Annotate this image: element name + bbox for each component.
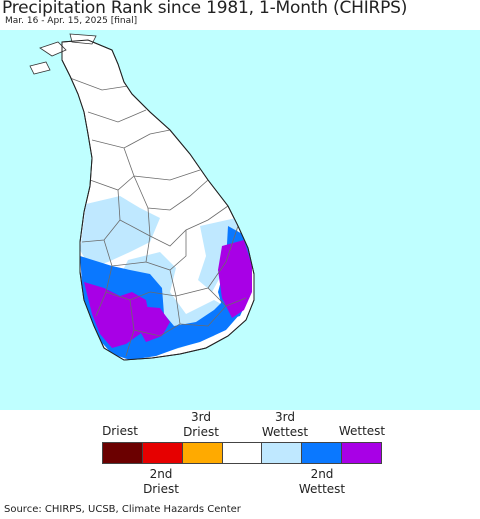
source-credit: Source: CHIRPS, UCSB, Climate Hazards Ce… xyxy=(4,504,241,515)
legend-swatch-wettest xyxy=(342,443,382,463)
rank-third-wettest-west xyxy=(80,196,160,268)
legend-label-2nd-wettest: 2nd Wettest xyxy=(298,467,346,496)
header: Precipitation Rank since 1981, 1-Month (… xyxy=(0,0,480,30)
legend-swatch-2nd-driest xyxy=(142,443,183,463)
legend-swatch-normal xyxy=(222,443,263,463)
map-panel xyxy=(0,30,480,410)
legend-label-2nd-driest: 2nd Driest xyxy=(143,467,179,496)
map-subtitle: Mar. 16 - Apr. 15, 2025 [final] xyxy=(5,16,138,26)
jaffna-islands xyxy=(29,33,97,75)
district-boundaries xyxy=(69,77,247,357)
map-title: Precipitation Rank since 1981, 1-Month (… xyxy=(2,0,408,18)
legend-swatch-driest xyxy=(103,443,143,463)
legend-swatch-3rd-wettest xyxy=(262,443,303,463)
legend-label-3rd-wettest: 3rd Wettest xyxy=(261,410,309,439)
coastline xyxy=(61,39,255,361)
legend-swatch-3rd-driest xyxy=(182,443,223,463)
legend-swatch-2nd-wettest xyxy=(302,443,343,463)
sri-lanka-map xyxy=(29,33,255,361)
legend: Driest 3rd Driest 3rd Wettest Wettest 2n… xyxy=(0,410,480,502)
legend-label-3rd-driest: 3rd Driest xyxy=(183,410,219,439)
legend-label-driest: Driest xyxy=(102,424,138,438)
rank-overlay xyxy=(80,196,252,360)
legend-swatches xyxy=(102,442,382,464)
legend-label-wettest: Wettest xyxy=(338,424,386,438)
rank-wettest-southwest-2 xyxy=(136,306,170,342)
